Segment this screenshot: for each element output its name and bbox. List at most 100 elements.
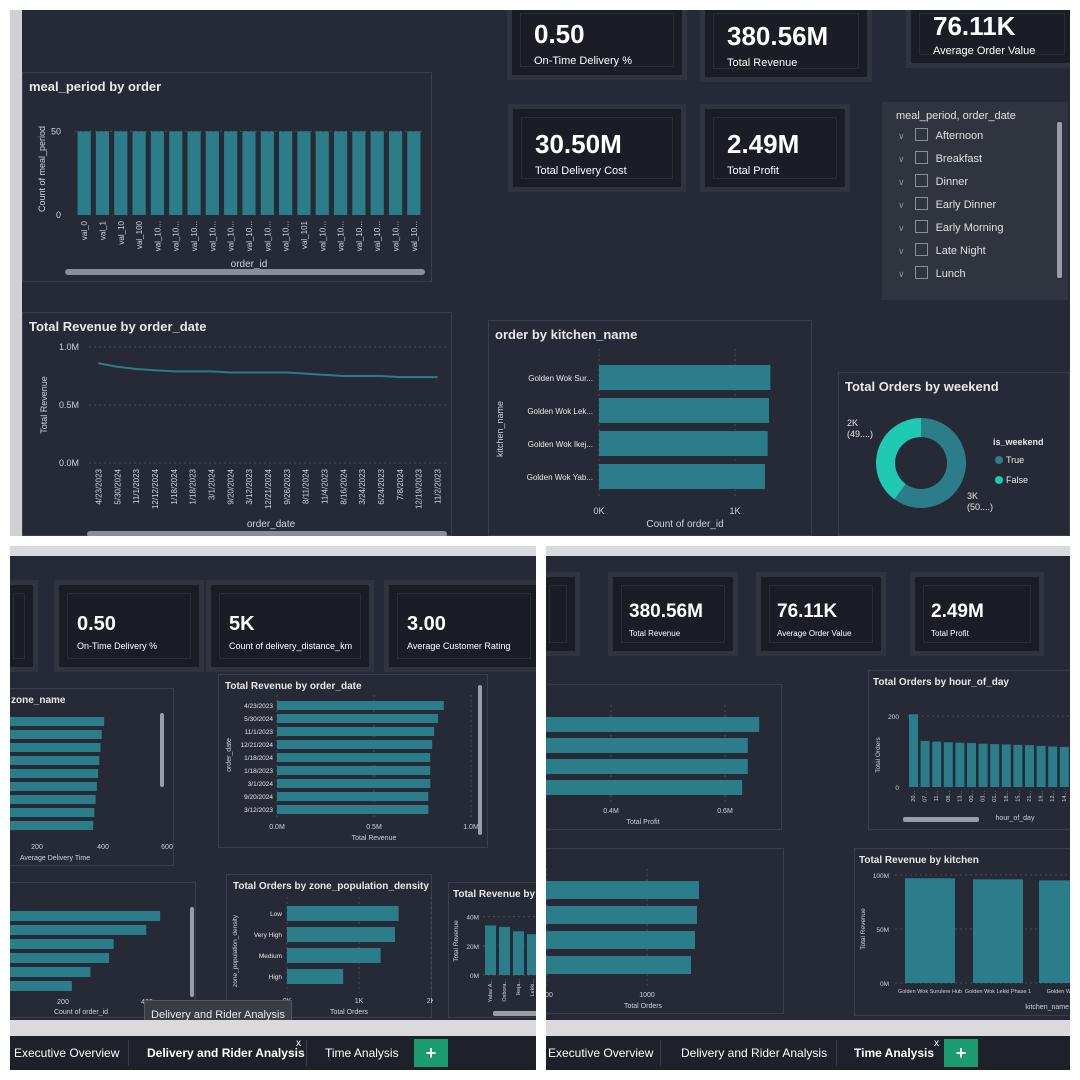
- chart-svg: 1.0M 0.5M 0.0M Total Revenue 4/23/2023 5/30/2…: [39, 342, 447, 536]
- scrollbar: [478, 685, 482, 835]
- kpi-card-total-revenue[interactable]: 380.56M Total Revenue: [608, 572, 738, 656]
- tab-executive-overview[interactable]: Executive Overview: [14, 1046, 120, 1060]
- x-axis-label: Total Profit: [626, 819, 659, 826]
- chevron-down-icon[interactable]: ∨: [898, 269, 905, 279]
- chart-orders-by-zone-population-density[interactable]: Total Orders by zone_population_density …: [226, 874, 433, 1018]
- kpi-card-delivery-distance-count[interactable]: 5K Count of delivery_distance_km: [206, 580, 374, 672]
- scrollbar: [87, 531, 447, 536]
- x-tick-label: 0.6M: [717, 808, 733, 815]
- kpi-label: Total Delivery Cost: [535, 165, 627, 177]
- chevron-down-icon[interactable]: ∨: [898, 154, 905, 164]
- kpi-label: Average Order Value: [933, 45, 1036, 57]
- kpi-card-on-time-delivery[interactable]: 0.50 On-Time Delivery %: [54, 580, 204, 672]
- chart-total-orders-bars[interactable]: 500 1000 Total Orders: [546, 848, 784, 1014]
- bar: [546, 759, 748, 774]
- chart-meal-period-by-order[interactable]: meal_period by order 50 0 Count of meal_pe…: [22, 72, 432, 282]
- kpi-label: Total Profit: [931, 629, 969, 638]
- chevron-down-icon[interactable]: ∨: [898, 246, 905, 256]
- kpi-card-total-delivery-cost[interactable]: 30.50M Total Delivery Cost: [508, 104, 686, 192]
- chart-revenue-by-order-date-bars[interactable]: Total Revenue by order_date 4/23/2023 5/3…: [218, 674, 488, 848]
- tab-delivery-and-rider-analysis[interactable]: Delivery and Rider Analysis: [147, 1046, 305, 1060]
- checkbox[interactable]: [914, 266, 928, 279]
- y-tick-label: 40M: [466, 915, 479, 922]
- checkbox[interactable]: [914, 243, 928, 256]
- y-axis-label: Total Revenue: [39, 376, 49, 434]
- checkbox[interactable]: [914, 151, 928, 164]
- tab-delivery-and-rider-analysis[interactable]: Delivery and Rider Analysis: [681, 1046, 828, 1060]
- kpi-card-average-order-value[interactable]: 76.11K Average Order Value: [756, 572, 886, 656]
- slicer-item[interactable]: ∨ Dinner: [898, 172, 968, 192]
- chart-count-of-order-id[interactable]: 200400Count of order_id: [10, 882, 196, 1018]
- chart-total-orders-by-hour-of-day[interactable]: Total Orders by hour_of_day 200 0 Total Or…: [868, 670, 1070, 830]
- slicer-item[interactable]: ∨ Afternoon: [898, 126, 983, 146]
- x-tick-label: val_10...: [208, 221, 217, 251]
- data-label: 2K: [847, 418, 858, 428]
- chart-total-revenue-by-order-date[interactable]: Total Revenue by order_date 1.0M 0.5M 0.0M…: [22, 312, 452, 536]
- close-icon[interactable]: x: [296, 1038, 301, 1049]
- bar: [10, 769, 99, 778]
- bar: [10, 821, 94, 830]
- slicer-item[interactable]: ∨ Late Night: [898, 241, 986, 261]
- slicer-item-label: Early Dinner: [935, 199, 997, 211]
- tab-time-analysis[interactable]: Time Analysis: [325, 1046, 399, 1060]
- slicer-item[interactable]: ∨ Lunch: [898, 264, 966, 284]
- bar: [909, 714, 918, 787]
- slicer-scrollbar[interactable]: [1057, 122, 1062, 278]
- checkbox[interactable]: [914, 220, 928, 233]
- legend-marker: [995, 476, 1003, 484]
- x-axis-label: Count of order_id: [54, 1009, 108, 1016]
- x-tick-label: 8/11/2024: [302, 468, 311, 504]
- slicer-meal-period[interactable]: meal_period, order_date ∨ Afternoon ∨ Break…: [882, 102, 1068, 300]
- chevron-down-icon[interactable]: ∨: [898, 200, 905, 210]
- bar: [546, 717, 760, 732]
- y-tick-label: Very High: [254, 932, 283, 939]
- bar: [546, 780, 743, 795]
- kpi-card-average-customer-rating[interactable]: 3.00 Average Customer Rating: [384, 580, 536, 672]
- bar: [1001, 744, 1011, 787]
- bar: [10, 981, 72, 991]
- kpi-card-total-revenue[interactable]: 380.56M Total Revenue: [700, 10, 872, 82]
- chevron-down-icon[interactable]: ∨: [898, 177, 905, 187]
- bar: [1048, 746, 1058, 787]
- chart-title: Total Orders by zone_population_density: [233, 881, 429, 892]
- x-axis-label: kitchen_name: [1025, 1004, 1069, 1011]
- bar: [1059, 746, 1069, 787]
- chart-title: Total Orders by hour_of_day: [873, 677, 1009, 688]
- kpi-card-on-time-delivery[interactable]: 0.50 On-Time Delivery %: [507, 10, 687, 80]
- tab-executive-overview[interactable]: Executive Overview: [548, 1046, 654, 1060]
- x-tick-label: 0.5M: [366, 824, 382, 831]
- series-line: [98, 362, 438, 379]
- page-tab-bar: Executive Overview Delivery and Rider An…: [10, 1036, 536, 1070]
- chevron-down-icon[interactable]: ∨: [898, 131, 905, 141]
- kpi-card-average-order-value[interactable]: 76.11K Average Order Value: [906, 10, 1070, 68]
- window-bottom-strip: [10, 1020, 536, 1036]
- checkbox[interactable]: [914, 128, 928, 141]
- chart-total-orders-by-weekend[interactable]: Total Orders by weekend 3K (50....) 2K (49.…: [838, 372, 1070, 536]
- chart-total-revenue-by-kitchen[interactable]: Total Revenue by kitchen 100M 50M 0M Total …: [854, 848, 1070, 1016]
- kpi-label: Average Order Value: [777, 629, 852, 638]
- add-page-button[interactable]: +: [944, 1039, 978, 1067]
- x-axis-label: Total Revenue: [352, 835, 397, 842]
- kpi-label: On-Time Delivery %: [77, 641, 158, 651]
- close-icon[interactable]: x: [934, 1038, 939, 1049]
- slicer-item[interactable]: ∨ Early Morning: [898, 218, 1003, 238]
- slicer-item[interactable]: ∨ Early Dinner: [898, 195, 996, 215]
- slicer-item[interactable]: ∨ Breakfast: [898, 149, 982, 169]
- bar: [599, 398, 769, 423]
- bar: [10, 925, 147, 935]
- add-page-button[interactable]: +: [414, 1039, 448, 1067]
- checkbox[interactable]: [914, 197, 928, 210]
- chart-total-revenue-by[interactable]: Total Revenue by 40M 20M 0M Total Revenue Ya…: [448, 882, 536, 1018]
- chevron-down-icon[interactable]: ∨: [898, 223, 905, 233]
- bar: [599, 431, 768, 456]
- chart-delivery-time-by-zone[interactable]: zone_name 200 400 600 Average Delivery Time: [10, 688, 174, 866]
- chart-order-by-kitchen-name[interactable]: order by kitchen_name Golden Wok Sur... G…: [488, 320, 812, 536]
- kpi-card-total-profit[interactable]: 2.49M Total Profit: [910, 572, 1044, 656]
- tab-divider: [128, 1040, 129, 1066]
- tab-time-analysis[interactable]: Time Analysis: [854, 1046, 935, 1060]
- bar: [352, 131, 366, 215]
- kpi-card-total-profit[interactable]: 2.49M Total Profit: [700, 104, 850, 192]
- checkbox[interactable]: [914, 174, 928, 187]
- x-tick-label: 1/18/2023: [189, 468, 198, 504]
